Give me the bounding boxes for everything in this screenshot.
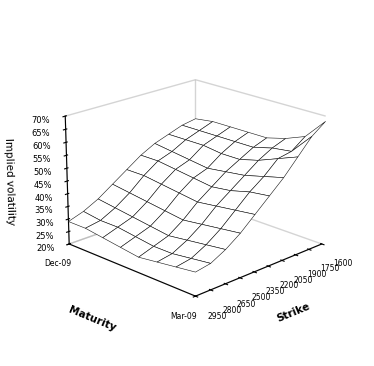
Y-axis label: Maturity: Maturity	[67, 305, 117, 333]
X-axis label: Strike: Strike	[275, 301, 312, 324]
